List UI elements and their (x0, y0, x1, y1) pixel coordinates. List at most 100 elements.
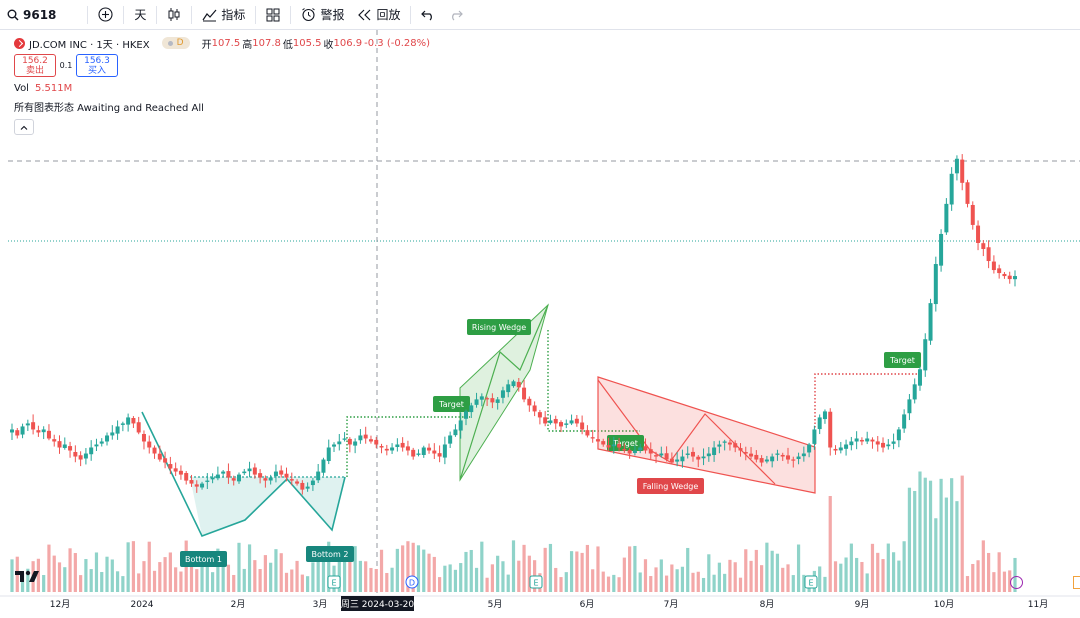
volume-bar (105, 556, 109, 592)
falling-wedge-fill (597, 376, 816, 494)
toolbar-divider (87, 5, 89, 24)
volume-bar (960, 475, 964, 592)
volume-bar (860, 561, 864, 592)
pattern-label: Bottom 2 (306, 546, 354, 562)
volume-bar (765, 542, 769, 592)
candle-body (163, 458, 168, 463)
volume-bar (311, 562, 315, 592)
interval-button[interactable]: 天 (127, 0, 153, 29)
candle-body (807, 444, 812, 453)
candle-body (374, 439, 379, 445)
candle-body (236, 474, 241, 482)
candle-body (749, 453, 754, 457)
pattern-label: Rising Wedge (467, 319, 531, 335)
volume-bar (548, 543, 553, 592)
candle-body (543, 417, 548, 424)
volume-bar (638, 572, 642, 592)
candle-body (796, 456, 801, 460)
candle-body (675, 459, 680, 462)
alert-label: 警报 (320, 8, 345, 22)
chart-type-button[interactable] (160, 0, 188, 29)
candle-body (854, 438, 859, 442)
market-status-badge[interactable]: D (161, 37, 190, 49)
volume-bar (321, 553, 326, 592)
volume-bar (701, 577, 706, 592)
indicators-button[interactable]: 指标 (195, 0, 252, 29)
candle-body (527, 398, 532, 406)
pattern-label-text: Rising Wedge (472, 323, 526, 332)
rewind-icon (358, 9, 371, 20)
volume-bar (802, 574, 806, 592)
volume-bar (68, 548, 72, 592)
volume-bar (876, 552, 880, 592)
candle-body (949, 173, 954, 205)
volume-bar (506, 574, 510, 592)
pattern-label: Bottom 1 (180, 551, 227, 567)
candle-body (168, 464, 173, 469)
symbol-search-button[interactable]: 9618 (0, 0, 63, 29)
candle-body (184, 473, 189, 481)
volume-bar (374, 569, 378, 592)
dividend-badge (405, 575, 419, 589)
alert-button[interactable]: 警报 (294, 0, 351, 29)
volume-bar (306, 576, 310, 592)
candle-body (432, 450, 437, 454)
collapse-legend-button[interactable] (14, 119, 34, 135)
event-badge: E (804, 575, 818, 589)
top-toolbar: 9618 天 指标 警报 回放 (0, 0, 1080, 30)
volume-bar (918, 471, 922, 592)
volume-bar (902, 541, 906, 592)
tradingview-logo[interactable] (14, 568, 40, 587)
buy-button[interactable]: 156.3 买入 (76, 54, 118, 77)
pattern-label-text: Bottom 2 (312, 550, 349, 559)
candle-body (337, 441, 342, 445)
lightning-icon[interactable] (1010, 576, 1023, 589)
pattern-label-text: Target (889, 356, 915, 365)
candle-body (1002, 273, 1007, 277)
volume-bar (575, 551, 579, 592)
redo-button[interactable] (442, 0, 470, 29)
volume-bar (617, 577, 621, 592)
candle-body (569, 420, 574, 424)
tradingview-logo-icon (15, 570, 39, 582)
volume-bar (559, 577, 563, 592)
volume-bar (137, 573, 141, 592)
candle-body (279, 470, 284, 475)
candle-body (690, 451, 695, 457)
candle-body (617, 444, 622, 448)
sell-button[interactable]: 156.2 卖出 (14, 54, 56, 77)
replay-button[interactable]: 回放 (351, 0, 407, 29)
badge-text: D (176, 38, 184, 48)
pattern-label-text: Target (612, 439, 638, 448)
pattern-label-box (433, 396, 470, 412)
candle-body (189, 480, 194, 484)
buy-price: 156.3 (84, 56, 110, 66)
candle-body (849, 441, 854, 446)
candle-body (405, 446, 410, 451)
volume-bar (564, 572, 568, 592)
candle-body (200, 483, 205, 488)
candle-body (696, 456, 701, 460)
volume-bar (152, 570, 157, 592)
volume-bar (712, 574, 716, 592)
volume-bar (279, 553, 283, 592)
volume-bar (517, 560, 521, 592)
candle-body (896, 429, 901, 441)
compare-button[interactable] (91, 0, 120, 29)
candle-body (833, 448, 838, 451)
candle-body (965, 182, 970, 204)
candle-body (680, 456, 685, 462)
volume-bar (20, 573, 25, 592)
volume-bar (432, 556, 436, 592)
jd-logo-icon (14, 37, 25, 49)
volume-bar (976, 560, 980, 592)
volume-bar (691, 572, 695, 592)
price-scale-edge (1073, 576, 1080, 589)
undo-button[interactable] (414, 0, 442, 29)
volume-bar (950, 478, 954, 592)
candle-body (105, 435, 110, 442)
layouts-button[interactable] (259, 0, 287, 29)
volume-bar (195, 569, 199, 592)
toolbar-divider (123, 5, 125, 24)
